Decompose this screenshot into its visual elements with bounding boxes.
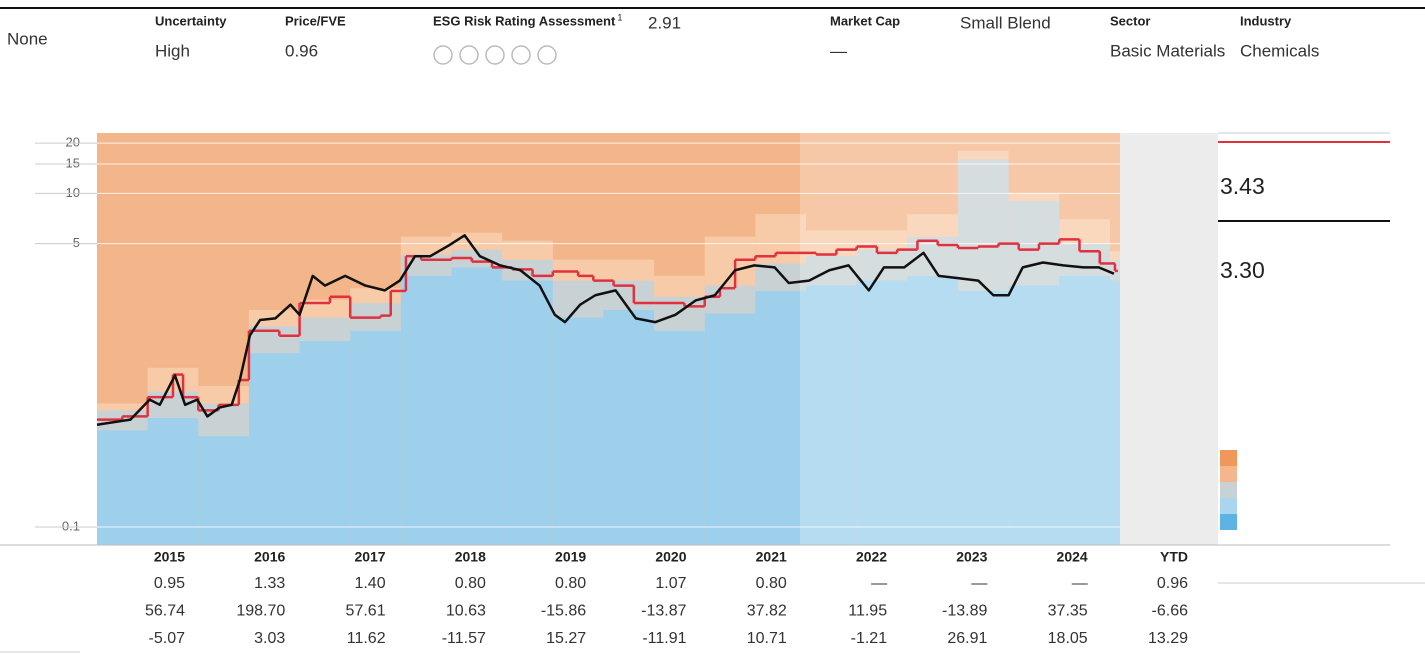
column-header: 2015 <box>154 549 185 565</box>
cell: 37.82 <box>747 603 787 620</box>
footnote-mark: 1 <box>617 12 622 22</box>
cell: 13.29 <box>1148 630 1188 647</box>
band-bar <box>299 341 351 545</box>
band-bar <box>147 418 199 545</box>
y-tick-label: 5 <box>73 235 80 250</box>
band-bar <box>451 267 503 545</box>
legend-swatches <box>1220 450 1237 530</box>
cell: 0.95 <box>154 575 185 592</box>
cell: 11.95 <box>848 603 887 620</box>
cell: 37.35 <box>1048 603 1088 620</box>
column-header: 2018 <box>455 549 486 565</box>
cell: -5.07 <box>149 630 186 647</box>
band-bar <box>806 285 857 545</box>
cell: -11.91 <box>642 630 686 647</box>
band-bar <box>552 317 604 545</box>
band-bar <box>400 275 452 545</box>
band-bar <box>97 430 148 545</box>
ytd-column <box>1120 133 1218 545</box>
cell: -15.86 <box>541 603 586 620</box>
cell: -11.57 <box>442 630 486 647</box>
field-value: — <box>830 41 847 60</box>
column-header: 2023 <box>956 549 987 565</box>
bands <box>97 150 1120 546</box>
column-header: 2016 <box>254 549 285 565</box>
end-label: 3.43 <box>1220 173 1265 199</box>
cell: 26.91 <box>947 630 987 647</box>
field-label: ESG Risk Rating Assessment <box>433 13 616 28</box>
cell: 1.40 <box>354 575 385 592</box>
y-tick-label: 10 <box>66 185 80 200</box>
field-label: Uncertainty <box>155 13 227 28</box>
band-bar <box>755 290 807 545</box>
band-bar <box>1008 285 1060 545</box>
cell: 0.96 <box>1157 575 1188 592</box>
column-header: 2022 <box>856 549 887 565</box>
field-value: Chemicals <box>1240 41 1319 60</box>
header-left: None <box>7 29 48 48</box>
cell: 3.03 <box>254 630 285 647</box>
y-tick-label: 0.1 <box>62 518 80 533</box>
field-aside: Small Blend <box>960 13 1051 32</box>
band-bar <box>248 353 300 545</box>
grid: 0.1 5 10 15 20 <box>35 135 1120 533</box>
cell: -13.87 <box>641 603 686 620</box>
column-header: 2021 <box>756 549 787 565</box>
cell: 1.07 <box>655 575 686 592</box>
esg-globes <box>433 45 557 65</box>
field-label: Market Cap <box>830 13 900 28</box>
band-bar <box>957 290 1009 545</box>
cell: — <box>971 575 987 592</box>
band-bar <box>350 330 401 545</box>
band-bar <box>907 275 958 545</box>
recent-shade <box>800 133 1120 545</box>
band-bar <box>198 436 249 545</box>
band-bar <box>1059 275 1110 545</box>
field-value: High <box>155 41 190 60</box>
column-header: 2019 <box>555 549 586 565</box>
y-tick-label: 15 <box>66 155 80 170</box>
band-bar <box>856 280 908 545</box>
cell: — <box>871 575 887 592</box>
cell: 0.80 <box>555 575 586 592</box>
header-fields: Uncertainty High Price/FVE 0.96 ESG Risk Rat… <box>155 12 1319 60</box>
band-bar <box>1109 280 1120 545</box>
cell: -13.89 <box>942 603 987 620</box>
cell: 0.80 <box>455 575 486 592</box>
band-bar <box>654 330 705 545</box>
field-label: Price/FVE <box>285 13 346 28</box>
column-header: 2020 <box>655 549 686 565</box>
band-bar <box>704 313 756 545</box>
cell: 11.62 <box>347 630 386 647</box>
cell: 10.71 <box>747 630 787 647</box>
field-label: Sector <box>1110 13 1150 28</box>
cell: 15.27 <box>546 630 586 647</box>
cell: -6.66 <box>1152 603 1189 620</box>
cell: 57.61 <box>346 603 386 620</box>
field-label: Industry <box>1240 13 1292 28</box>
price-line <box>96 234 1115 427</box>
band-bar <box>603 309 655 545</box>
end-label: 3.30 <box>1220 257 1265 283</box>
table: 2015 2016 2017 2018 2019 2020 2021 2022 2023 2024… <box>145 549 1188 648</box>
cell: 198.70 <box>236 603 285 620</box>
cell: 56.74 <box>145 603 185 620</box>
column-header: 2024 <box>1057 549 1088 565</box>
cell: 0.80 <box>756 575 787 592</box>
field-value: Basic Materials <box>1110 41 1225 60</box>
cell: 10.63 <box>446 603 486 620</box>
lines <box>96 234 1118 427</box>
cell: 1.33 <box>254 575 285 592</box>
band-bar <box>502 280 553 545</box>
cell: — <box>1072 575 1088 592</box>
cell: 18.05 <box>1048 630 1088 647</box>
column-header: 2017 <box>354 549 385 565</box>
cell: -1.21 <box>851 630 888 647</box>
y-tick-label: 20 <box>66 135 80 150</box>
field-value: 0.96 <box>285 41 318 60</box>
field-aside: 2.91 <box>648 13 681 32</box>
column-header: YTD <box>1160 549 1188 565</box>
